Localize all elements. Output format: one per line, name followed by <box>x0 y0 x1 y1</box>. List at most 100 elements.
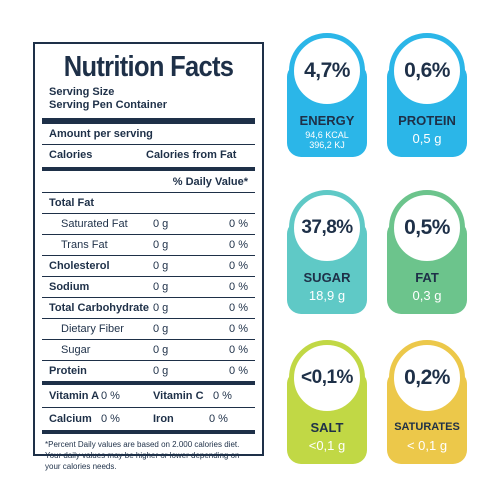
nutrient-grams: 0 g <box>153 302 169 314</box>
divider <box>42 360 255 361</box>
nutrient-grams: 0 g <box>153 281 169 293</box>
divider <box>42 297 255 298</box>
nutrient-name: Total Carbohydrate <box>49 302 150 314</box>
badge-name: PROTEIN <box>398 113 456 128</box>
nutrient-name: Trans Fat <box>61 239 108 251</box>
vitamin-c-value: 0 % <box>213 390 232 402</box>
badge-percent: 4,7% <box>304 59 350 82</box>
badge-percent: 37,8% <box>301 217 353 238</box>
divider <box>42 276 255 277</box>
divider <box>42 339 255 340</box>
badge-percent-circle: 4,7% <box>289 33 365 109</box>
calories-row: Calories Calories from Fat <box>35 145 262 165</box>
badge-percent-circle: 0,2% <box>389 340 465 416</box>
nutrient-row: Sodium 0 g 0 % <box>35 277 262 297</box>
nutrient-grams: 0 g <box>153 323 169 335</box>
badge-saturates: 0,2% SATURATES < 0,1 g <box>387 340 467 464</box>
divider <box>42 144 255 145</box>
nutrient-row: Dietary Fiber 0 g 0 % <box>35 319 262 339</box>
divider <box>42 192 255 193</box>
badge-percent-circle: 0,5% <box>389 190 465 266</box>
vitamin-a-value: 0 % <box>101 390 120 402</box>
badge-protein: 0,6% PROTEIN 0,5 g <box>387 33 467 157</box>
vitamin-c-label: Vitamin C <box>153 390 204 402</box>
serving-info: Serving Size Serving Pen Container <box>35 83 262 112</box>
vitamin-row: Vitamin A 0 % Vitamin C 0 % <box>35 385 262 407</box>
badge-percent-circle: 37,8% <box>289 190 365 266</box>
nutrient-name: Dietary Fiber <box>61 323 124 335</box>
footnote: *Percent Daily values are based on 2.000… <box>45 440 240 471</box>
amount-per-serving-row: Amount per serving <box>35 124 262 144</box>
badge-percent: <0,1% <box>301 367 353 388</box>
nutrient-row: Trans Fat 0 g 0 % <box>35 235 262 255</box>
divider <box>42 255 255 256</box>
nutrient-grams: 0 g <box>153 218 169 230</box>
badge-amount: 18,9 g <box>308 288 346 303</box>
nutrient-daily-value: 0 % <box>229 260 248 272</box>
calories-label: Calories <box>49 149 93 161</box>
nutrient-name: Total Fat <box>49 197 95 209</box>
badge-percent: 0,5% <box>404 216 450 239</box>
badge-energy: 4,7% ENERGY 94,6 KCAL 396,2 KJ <box>287 33 367 157</box>
badge-amount: 0,3 g <box>412 288 442 303</box>
daily-value-header-row: % Daily Value* <box>35 172 262 192</box>
nutrient-grams: 0 g <box>153 260 169 272</box>
calories-from-fat-label: Calories from Fat <box>146 149 237 161</box>
serving-size: Serving Size <box>49 86 115 98</box>
divider <box>42 407 255 408</box>
badge-amount-line: 396,2 KJ <box>309 140 345 150</box>
nutrient-name: Sodium <box>49 281 90 293</box>
badge-name: FAT <box>415 270 439 285</box>
nutrient-name: Protein <box>49 365 87 377</box>
daily-value-header: % Daily Value* <box>172 176 248 188</box>
badge-percent-circle: 0,6% <box>389 33 465 109</box>
nutrient-daily-value: 0 % <box>229 323 248 335</box>
nutrient-row: Sugar 0 g 0 % <box>35 340 262 360</box>
badge-amount: < 0,1 g <box>406 438 448 453</box>
iron-label: Iron <box>153 413 174 425</box>
badge-fat: 0,5% FAT 0,3 g <box>387 190 467 314</box>
nutrient-grams: 0 g <box>153 239 169 251</box>
nutrient-daily-value: 0 % <box>229 281 248 293</box>
divider-medium <box>42 167 255 171</box>
serving-per-container: Serving Pen Container <box>49 99 167 111</box>
calcium-value: 0 % <box>101 413 120 425</box>
nutrient-row: Saturated Fat 0 g 0 % <box>35 214 262 234</box>
badge-name: SALT <box>310 420 344 435</box>
nutrient-row: Protein 0 g 0 % <box>35 361 262 381</box>
divider-thick <box>42 118 255 124</box>
badge-amount: 0,5 g <box>412 131 442 146</box>
badge-amount: <0,1 g <box>308 438 346 453</box>
badge-name: SATURATES <box>394 421 460 433</box>
nutrient-row: Total Fat <box>35 193 262 213</box>
nutrient-name: Cholesterol <box>49 260 110 272</box>
nutrient-grams: 0 g <box>153 344 169 356</box>
nutrient-row: Cholesterol 0 g 0 % <box>35 256 262 276</box>
divider-medium <box>42 381 255 385</box>
nutrient-daily-value: 0 % <box>229 239 248 251</box>
nutrient-name: Saturated Fat <box>61 218 128 230</box>
nutrient-name: Sugar <box>61 344 91 356</box>
label-title: Nutrition Facts <box>63 51 234 83</box>
badge-amount: 94,6 KCAL 396,2 KJ <box>287 130 367 150</box>
badge-percent-circle: <0,1% <box>289 340 365 416</box>
badge-name: ENERGY <box>299 113 355 128</box>
nutrition-facts-label: Nutrition Facts Serving Size Serving Pen… <box>33 42 264 471</box>
nutrient-row: Total Carbohydrate 0 g 0 % <box>35 298 262 318</box>
nutrient-daily-value: 0 % <box>229 218 248 230</box>
calcium-label: Calcium <box>49 413 92 425</box>
mineral-row: Calcium 0 % Iron 0 % <box>35 408 262 430</box>
divider <box>42 318 255 319</box>
badge-percent: 0,6% <box>404 59 450 82</box>
divider-medium <box>42 430 255 434</box>
nutrient-daily-value: 0 % <box>229 302 248 314</box>
divider <box>42 234 255 235</box>
divider <box>42 213 255 214</box>
nutrient-daily-value: 0 % <box>229 365 248 377</box>
badge-salt: <0,1% SALT <0,1 g <box>287 340 367 464</box>
vitamin-a-label: Vitamin A <box>49 390 100 402</box>
badge-percent: 0,2% <box>404 366 450 389</box>
amount-per-serving: Amount per serving <box>49 128 153 140</box>
iron-value: 0 % <box>209 413 228 425</box>
nutrient-list: Total Fat Saturated Fat 0 g 0 % Trans Fat 0 g… <box>35 193 262 381</box>
